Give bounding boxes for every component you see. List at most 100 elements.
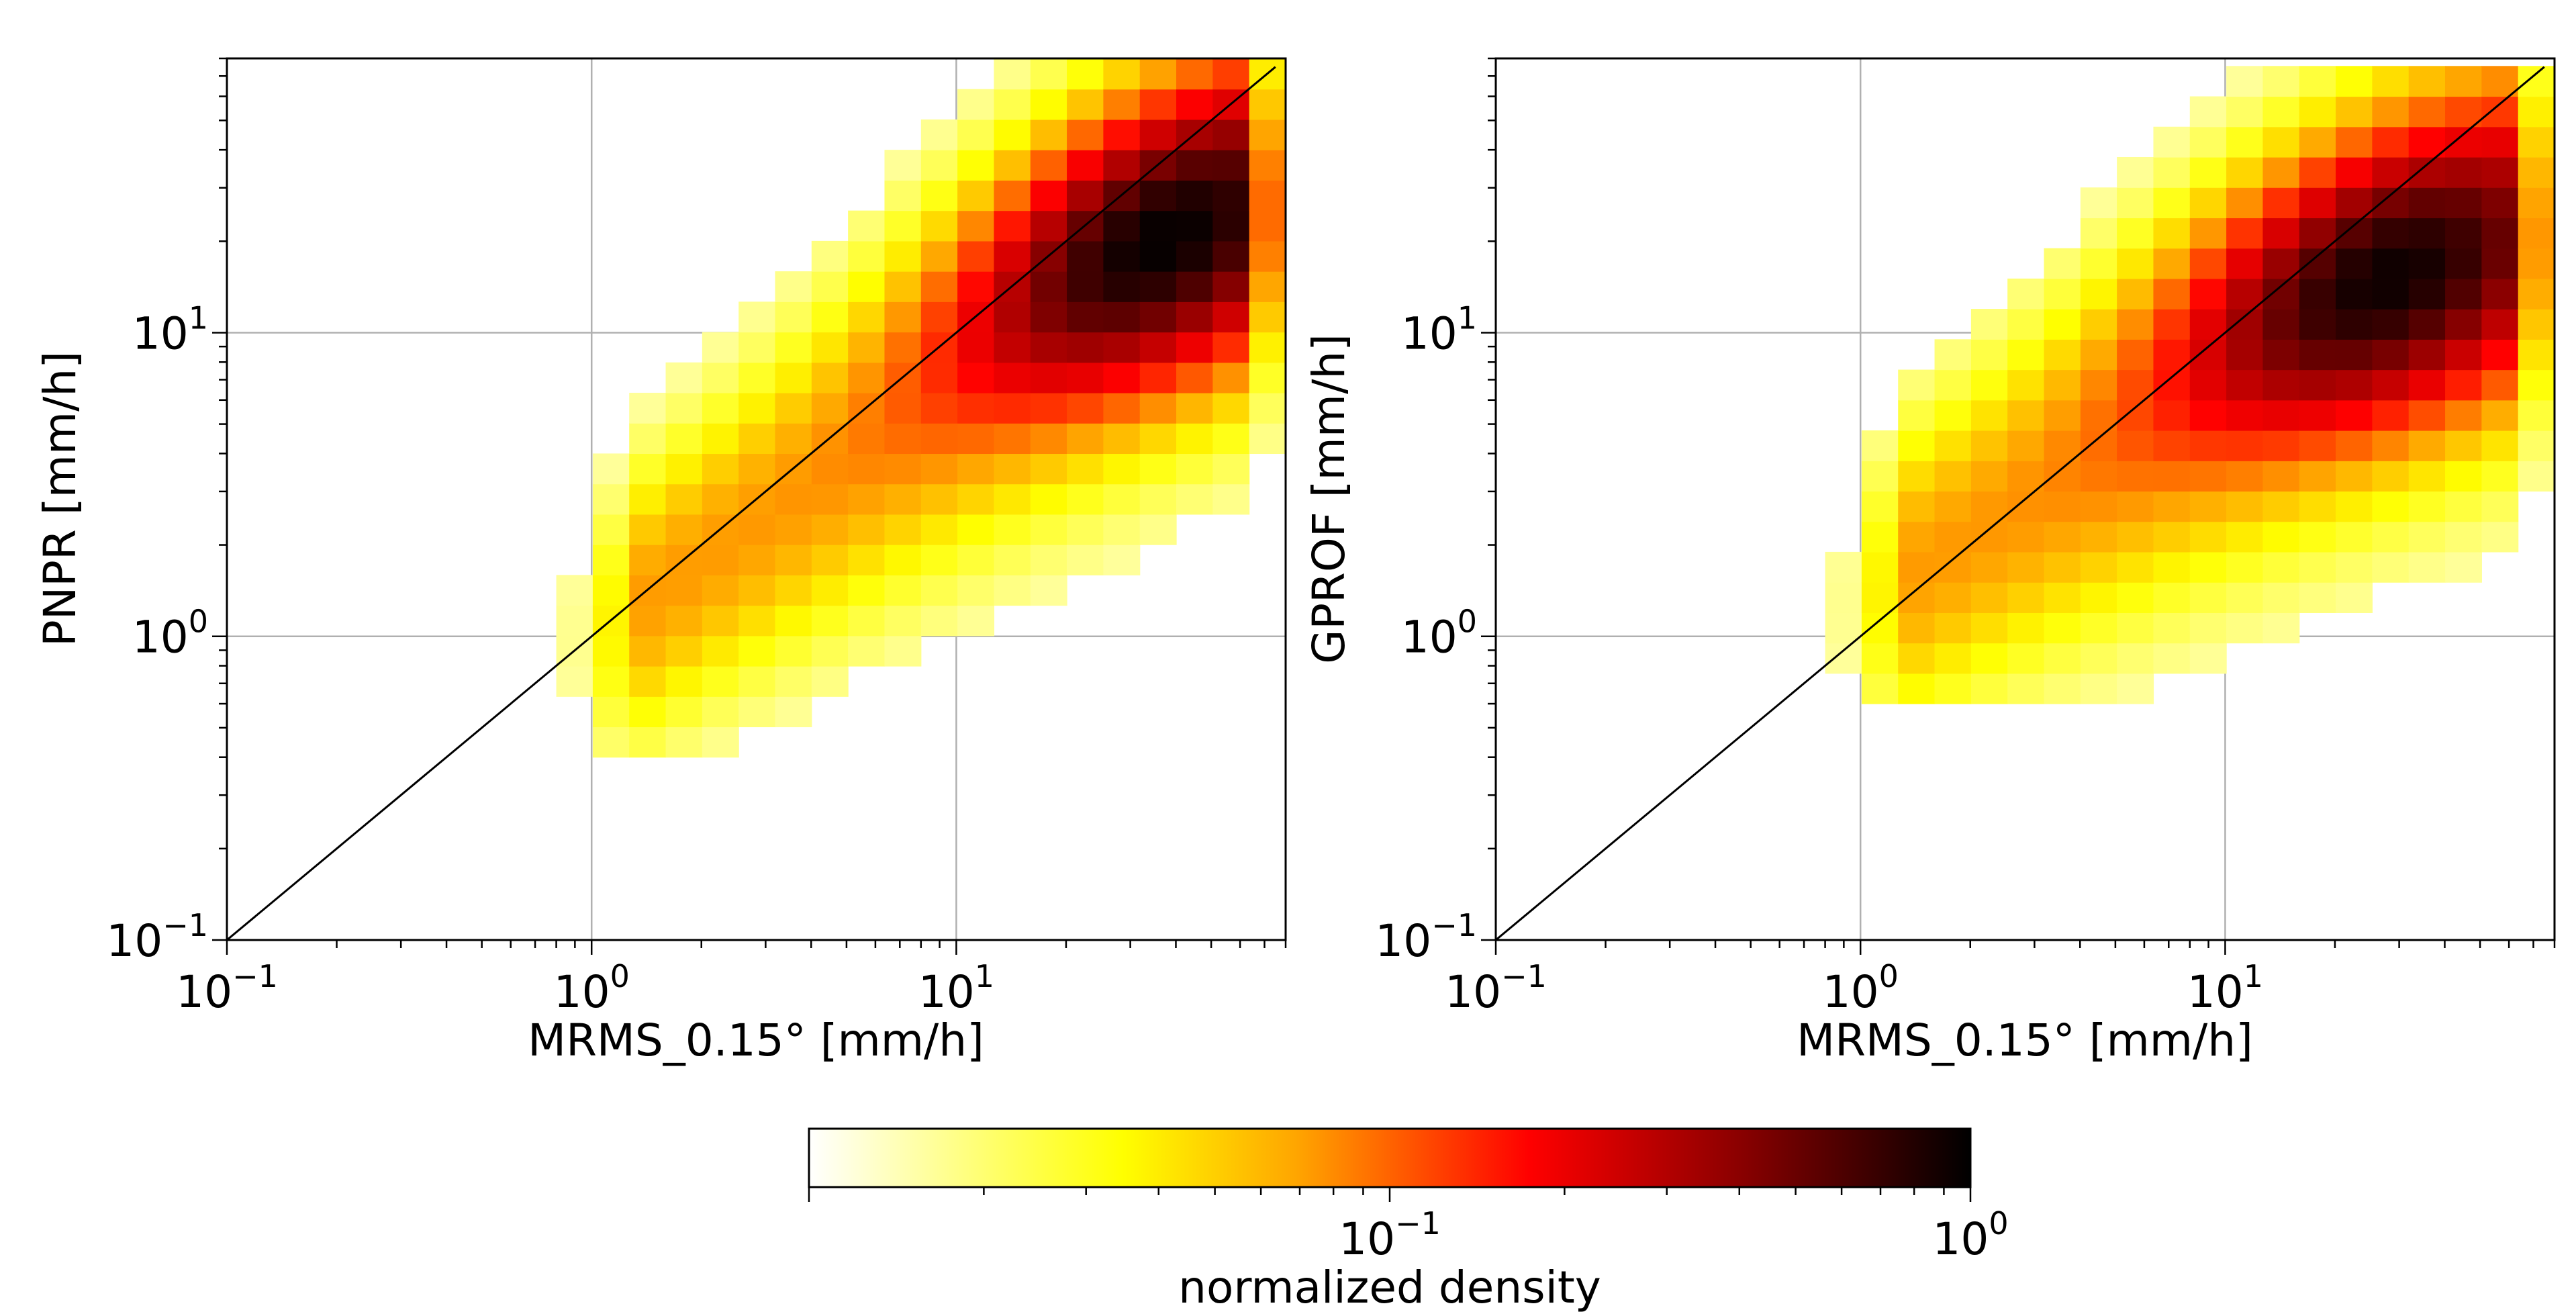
heatmap-cell	[2299, 218, 2336, 249]
heatmap-cell	[2299, 156, 2336, 188]
heatmap-cell	[957, 180, 995, 212]
heatmap-cell	[2153, 491, 2191, 522]
x-tick-label: 100	[554, 958, 630, 1018]
heatmap-cell	[665, 666, 703, 697]
heatmap-cell	[2372, 551, 2410, 583]
heatmap-cell	[1212, 483, 1250, 515]
heatmap-cell	[2117, 551, 2154, 583]
heatmap-cell	[2262, 339, 2300, 371]
heatmap-cell	[2080, 248, 2117, 279]
heatmap-cell	[2262, 278, 2300, 310]
heatmap-cell	[2336, 521, 2373, 553]
heatmap-cell	[592, 483, 630, 515]
heatmap-cell	[1103, 514, 1141, 545]
heatmap-cell	[2226, 218, 2264, 249]
heatmap-cell	[629, 514, 667, 545]
heatmap-cell	[2481, 461, 2519, 492]
left-axes-frame	[226, 57, 1287, 941]
heatmap-cell	[2189, 278, 2227, 310]
heatmap-cell	[775, 483, 812, 515]
heatmap-cell	[1067, 89, 1104, 120]
heatmap-cell	[1139, 89, 1177, 120]
heatmap-cell	[1212, 392, 1250, 424]
heatmap-cell	[775, 332, 812, 363]
heatmap-cell	[2080, 491, 2117, 522]
heatmap-cell	[1067, 240, 1104, 272]
heatmap-cell	[2518, 278, 2555, 310]
heatmap-cell	[2080, 430, 2117, 461]
heatmap-cell	[629, 605, 667, 637]
heatmap-cell	[2226, 339, 2264, 371]
heatmap-cell	[994, 514, 1031, 545]
heatmap-cell	[2481, 156, 2519, 188]
heatmap-cell	[2044, 278, 2081, 310]
right-axes-frame	[1494, 57, 2556, 941]
heatmap-cell	[1176, 210, 1213, 242]
heatmap-cell	[1212, 453, 1250, 485]
heatmap-cell	[2445, 248, 2482, 279]
x-tick-label: 100	[1823, 958, 1899, 1018]
heatmap-cell	[2189, 187, 2227, 219]
heatmap-cell	[2518, 400, 2555, 431]
heatmap-cell	[702, 545, 739, 575]
heatmap-cell	[1103, 210, 1141, 242]
heatmap-cell	[2153, 400, 2191, 431]
heatmap-cell	[2408, 551, 2446, 583]
heatmap-cell	[775, 423, 812, 455]
heatmap-cell	[2226, 126, 2264, 158]
heatmap-cell	[702, 392, 739, 424]
heatmap-cell	[1970, 430, 2008, 461]
heatmap-cell	[1030, 332, 1067, 363]
heatmap-cell	[848, 575, 886, 606]
heatmap-cell	[2262, 400, 2300, 431]
heatmap-cell	[702, 423, 739, 455]
heatmap-cell	[2189, 369, 2227, 401]
heatmap-cell	[629, 545, 667, 575]
y-tick-label: 101	[132, 299, 208, 359]
heatmap-cell	[2518, 126, 2555, 158]
heatmap-cell	[2299, 187, 2336, 219]
heatmap-cell	[848, 240, 886, 272]
heatmap-cell	[2226, 612, 2264, 644]
heatmap-cell	[775, 362, 812, 393]
heatmap-cell	[629, 696, 667, 728]
heatmap-cell	[957, 605, 995, 637]
heatmap-cell	[994, 180, 1031, 212]
heatmap-cell	[2080, 400, 2117, 431]
heatmap-cell	[2299, 430, 2336, 461]
heatmap-cell	[2445, 430, 2482, 461]
heatmap-cell	[2189, 248, 2227, 279]
heatmap-cell	[2299, 551, 2336, 583]
heatmap-cell	[2007, 643, 2045, 674]
heatmap-cell	[1176, 240, 1213, 272]
heatmap-cell	[1861, 491, 1899, 522]
left-minor-ticks	[212, 57, 1287, 955]
right-identity-line	[1495, 66, 2545, 941]
heatmap-cell	[1103, 240, 1141, 272]
heatmap-cell	[1249, 332, 1286, 363]
heatmap-cell	[665, 575, 703, 606]
heatmap-cell	[848, 271, 886, 302]
heatmap-cell	[884, 605, 922, 637]
heatmap-cell	[920, 605, 958, 637]
heatmap-cell	[2226, 66, 2264, 97]
heatmap-cell	[1249, 423, 1286, 455]
heatmap-cell	[884, 423, 922, 455]
heatmap-cell	[665, 696, 703, 728]
heatmap-cell	[629, 483, 667, 515]
heatmap-cell	[702, 332, 739, 363]
heatmap-cell	[1212, 332, 1250, 363]
heatmap-cell	[920, 180, 958, 212]
heatmap-cell	[702, 453, 739, 485]
heatmap-cell	[1861, 551, 1899, 583]
heatmap-cell	[2336, 400, 2373, 431]
heatmap-cell	[957, 453, 995, 485]
heatmap-cell	[775, 392, 812, 424]
heatmap-cell	[920, 392, 958, 424]
heatmap-cell	[1030, 483, 1067, 515]
heatmap-cell	[665, 453, 703, 485]
heatmap-cell	[1030, 423, 1067, 455]
heatmap-cell	[1970, 612, 2008, 644]
heatmap-cell	[957, 514, 995, 545]
heatmap-cell	[994, 423, 1031, 455]
